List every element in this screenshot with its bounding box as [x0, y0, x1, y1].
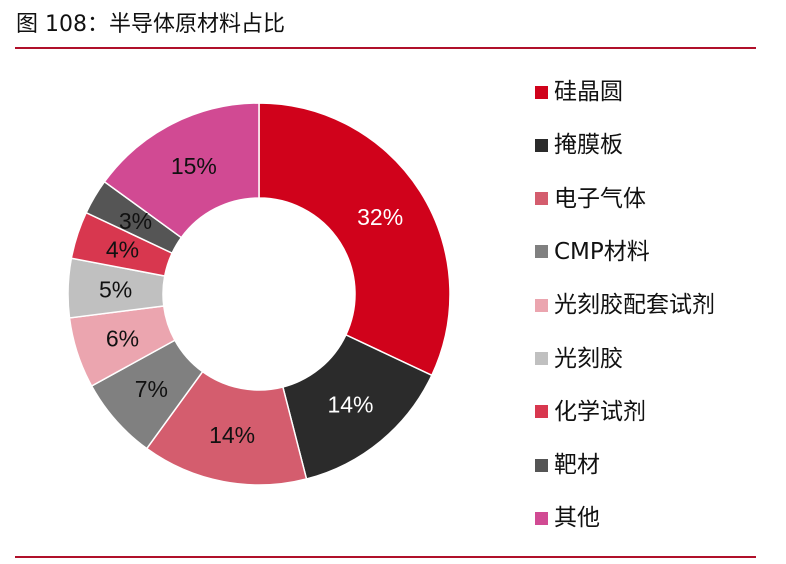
data-label-5: 5%: [99, 276, 132, 302]
data-label-6: 4%: [106, 237, 139, 263]
data-label-2: 14%: [209, 422, 255, 448]
donut-labels: 32% 14% 14% 7% 6% 5% 4% 3% 15%: [99, 153, 403, 448]
legend-label: 其他: [554, 505, 600, 532]
data-label-8: 15%: [171, 153, 217, 179]
legend-item-2: 电子气体: [535, 185, 646, 213]
data-label-7: 3%: [119, 208, 152, 234]
slice-item-0-0: [258, 102, 451, 377]
data-label-1: 14%: [327, 392, 373, 418]
legend-item-0: 硅晶圆: [535, 78, 623, 106]
legend-swatch: [535, 85, 548, 99]
legend-swatch: [535, 192, 548, 206]
donut-slices: [67, 102, 451, 486]
chart-title: 图 108：半导体原材料占比: [16, 12, 285, 37]
legend-swatch: [535, 405, 548, 419]
legend-swatch: [535, 245, 548, 259]
legend-swatch: [535, 138, 548, 152]
legend-label: 硅晶圆: [554, 79, 623, 105]
data-label-4: 6%: [106, 325, 139, 351]
legend-label: 靶材: [554, 452, 600, 479]
legend-item-7: 靶材: [535, 451, 600, 479]
legend-item-3: CMP材料: [535, 238, 650, 266]
legend-label: 光刻胶: [554, 345, 623, 372]
legend-item-5: 光刻胶: [535, 345, 623, 373]
slice-item-8-8: [103, 102, 260, 239]
data-label-3: 7%: [135, 376, 168, 402]
legend-swatch: [535, 352, 548, 365]
legend-label: 掩膜板: [554, 132, 623, 159]
title-divider: [15, 47, 756, 49]
legend-swatch: [535, 511, 548, 525]
legend-item-4: 光刻胶配套试剂: [535, 291, 715, 319]
legend-label: 化学试剂: [554, 398, 646, 425]
legend-item-6: 化学试剂: [535, 398, 646, 426]
legend-label: CMP材料: [554, 238, 650, 265]
bottom-divider: [15, 556, 756, 558]
legend-swatch: [535, 298, 548, 312]
legend-item-1: 掩膜板: [535, 131, 623, 159]
legend-item-8: 其他: [535, 504, 600, 532]
legend-label: 电子气体: [554, 185, 646, 212]
data-label-0: 32%: [357, 204, 403, 230]
legend-label: 光刻胶配套试剂: [554, 292, 715, 319]
legend-swatch: [535, 458, 548, 472]
